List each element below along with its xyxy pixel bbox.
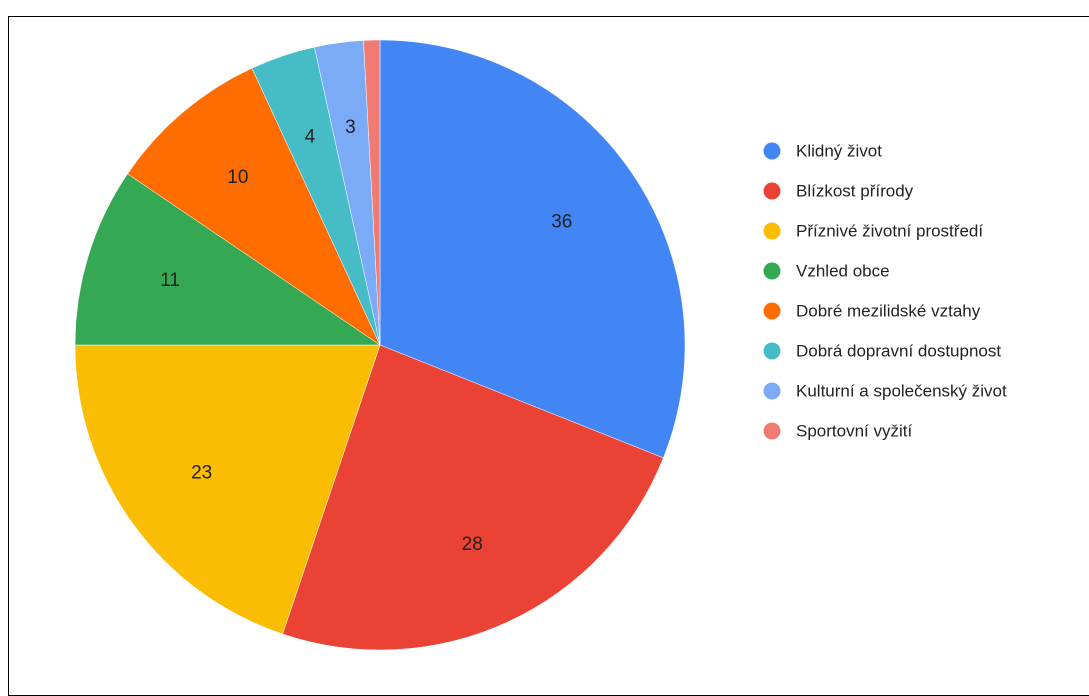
data-label-vzhled-obce: 11	[160, 270, 180, 291]
legend-label: Kulturní a společenský život	[796, 382, 1007, 401]
legend-marker	[763, 182, 781, 200]
legend: Klidný život Blízkost přírody Příznivé živ…	[763, 142, 1007, 441]
legend-marker	[763, 302, 781, 320]
pie-chart: 36 28 23 11 10 4 3 Klidný život Blízkost přírod…	[74, 39, 1007, 651]
legend-marker	[763, 262, 781, 280]
legend-label: Dobrá dopravní dostupnost	[796, 342, 1001, 361]
pie-slice-vzhled-obce	[74, 173, 381, 346]
legend-label: Klidný život	[796, 142, 882, 161]
pie-slices	[74, 39, 686, 651]
legend-label: Sportovní vyžití	[796, 422, 912, 441]
legend-item-klidny-zivot: Klidný život	[763, 142, 882, 161]
legend-marker	[763, 222, 781, 240]
pie-slice-priznive-zivotni-prostredi	[74, 344, 381, 635]
legend-marker	[763, 382, 781, 400]
legend-marker	[763, 422, 781, 440]
legend-marker	[763, 342, 781, 360]
data-label-kulturni-a-spolecensky-zivot: 3	[345, 117, 356, 138]
legend-item-dobre-mezilidske-vztahy: Dobré mezilidské vztahy	[763, 302, 981, 321]
data-label-dobre-mezilidske-vztahy: 10	[227, 167, 248, 188]
pie-data-labels: 36 28 23 11 10 4 3	[160, 117, 572, 555]
data-label-dobra-dopravni-dostupnost: 4	[305, 126, 316, 147]
pie-slice-blizkost-prirody	[282, 344, 664, 651]
pie-slice-sportovni-vyziti	[363, 39, 381, 346]
legend-item-vzhled-obce: Vzhled obce	[763, 262, 890, 281]
legend-item-blizkost-prirody: Blízkost přírody	[763, 182, 914, 201]
pie-slice-klidny-zivot	[379, 39, 686, 459]
legend-label: Příznivé životní prostředí	[796, 222, 983, 241]
legend-item-priznive-zivotni-prostredi: Příznivé životní prostředí	[763, 222, 983, 241]
data-label-blizkost-prirody: 28	[462, 534, 483, 555]
legend-label: Blízkost přírody	[796, 182, 914, 201]
legend-label: Dobré mezilidské vztahy	[796, 302, 981, 321]
legend-item-kulturni-a-spolecensky-zivot: Kulturní a společenský život	[763, 382, 1007, 401]
legend-item-dobra-dopravni-dostupnost: Dobrá dopravní dostupnost	[763, 342, 1001, 361]
legend-marker	[763, 142, 781, 160]
legend-label: Vzhled obce	[796, 262, 890, 281]
data-label-klidny-zivot: 36	[551, 211, 572, 232]
pie-slice-dobre-mezilidske-vztahy	[127, 67, 381, 346]
legend-item-sportovni-vyziti: Sportovní vyžití	[763, 422, 912, 441]
data-label-priznive-zivotni-prostredi: 23	[191, 463, 212, 484]
